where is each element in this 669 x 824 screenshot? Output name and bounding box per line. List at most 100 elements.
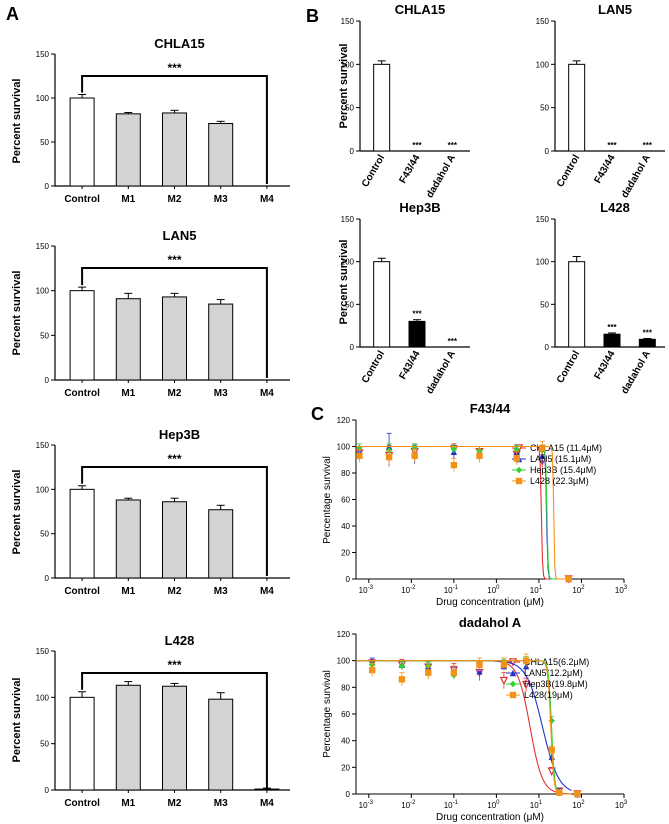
significance-stars: *** [643,141,653,150]
data-point [450,669,458,676]
legend-label: CHLA15(6.2μM) [524,657,589,667]
chart-b1: CHLA15 0 50 100 150 Percent survival Control F4… [338,2,470,200]
y-tick-label: 100 [341,258,355,267]
y-axis-label: Percent survival [11,271,23,356]
y-tick-label: 150 [536,215,550,224]
data-point [574,790,581,798]
chart-a4: L428 0 50 100 150 Percent survival Control M1 M2… [11,633,290,809]
x-tick-label: 101 [530,800,543,810]
x-tick-label: Control [555,153,582,189]
x-tick-label: Control [64,194,100,205]
legend-label: LAN5(12.2μM) [524,668,583,678]
y-tick-label: 0 [545,343,550,352]
x-tick-label: F43/44 [593,153,618,186]
significance-stars: *** [167,253,181,267]
panel-label-c: C [311,404,324,424]
bar [115,499,141,579]
data-point [515,477,523,485]
data-point [509,691,517,699]
bar [69,488,95,579]
bar [162,112,187,187]
y-tick-label: 40 [341,522,350,531]
significance-stars: *** [167,61,181,75]
bar [373,63,391,152]
data-point [398,676,406,683]
y-tick-label: 150 [36,50,50,59]
y-tick-label: 150 [36,441,50,450]
legend-label: L428 (22.3μM) [530,476,589,486]
bar [208,509,234,579]
significance-stars: *** [448,141,458,150]
significance-bracket [81,267,268,378]
bar [208,123,234,187]
x-axis-label: Drug concentration (μM) [436,597,544,608]
data-point [385,453,393,461]
significance-stars: *** [167,452,181,466]
chart-title: L428 [165,633,195,648]
data-point [513,445,520,453]
bar [408,320,426,348]
x-axis-label: Drug concentration (μM) [436,812,544,823]
bar [115,113,141,187]
x-tick-label: M1 [121,586,135,597]
x-tick-label: F43/44 [398,349,423,382]
x-tick-label: 10-3 [359,800,374,810]
y-tick-label: 50 [345,104,354,113]
x-tick-label: M2 [168,388,182,399]
significance-stars: *** [448,337,458,346]
significance-stars: *** [167,658,181,672]
data-point [450,461,458,469]
bar [208,303,234,381]
data-point [509,680,517,688]
data-point [556,789,563,796]
x-tick-label: 10-3 [359,585,374,595]
bar [208,698,234,791]
significance-stars: *** [412,310,422,319]
x-tick-label: 101 [530,585,543,595]
chart-title: dadahol A [459,615,522,630]
data-point [499,676,509,686]
x-tick-label: M1 [121,388,135,399]
bar [373,261,391,348]
x-tick-label: 10-2 [401,800,416,810]
y-tick-label: 20 [341,549,350,558]
x-tick-label: M4 [260,194,274,205]
x-tick-label: M2 [168,586,182,597]
x-tick-label: 103 [615,585,628,595]
y-tick-label: 0 [45,786,50,795]
y-tick-label: 80 [341,469,350,478]
legend-label: Hep3B (15.4μM) [530,465,596,475]
y-tick-label: 100 [337,443,351,452]
data-point [513,455,520,462]
x-tick-label: M2 [168,798,182,809]
x-tick-label: dadahol A [424,153,458,200]
bar [603,333,621,348]
y-tick-label: 150 [341,17,355,26]
bar [162,685,187,791]
y-tick-label: 0 [346,575,351,584]
chart-title: LAN5 [598,2,632,17]
legend-label: LAN5 (15.1μM) [530,454,591,464]
y-tick-label: 0 [45,376,50,385]
y-tick-label: 0 [45,182,50,191]
x-tick-label: M2 [168,194,182,205]
chart-b4: L428 0 50 100 150 Control F43/44 *** dadahol A **… [536,200,665,396]
y-tick-label: 150 [341,215,355,224]
y-tick-label: 0 [45,574,50,583]
bar [638,338,656,348]
chart-b3: Hep3B 0 50 100 150 Percent survival Control F43… [338,200,470,396]
y-tick-label: 100 [536,60,550,69]
x-tick-label: Control [360,153,387,189]
x-tick-label: Control [555,349,582,385]
chart-c1: F43/44 0 20 40 60 80 100 120 10-3 10-2 10-1 100 101 1… [322,401,628,608]
significance-bracket [81,75,268,184]
y-axis-label: Percentage survival [322,456,333,544]
chart-title: Hep3B [399,200,440,215]
series-3: L428(19μM) [356,653,581,798]
y-tick-label: 100 [536,258,550,267]
bar [69,97,95,187]
bar [162,501,187,579]
y-tick-label: 150 [536,17,550,26]
